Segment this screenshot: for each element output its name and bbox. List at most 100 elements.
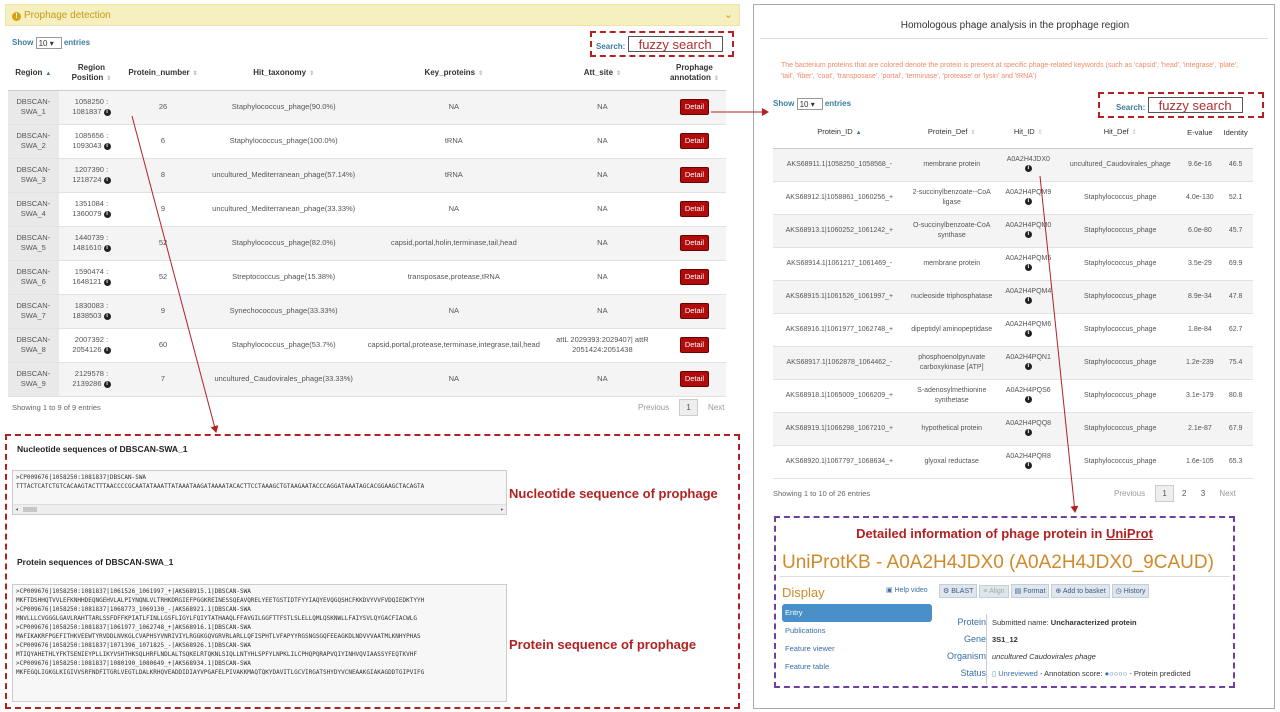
- detail-button[interactable]: Detail: [679, 303, 710, 319]
- document-icon: ▯: [992, 669, 997, 678]
- info-icon[interactable]: i: [103, 278, 111, 286]
- info-icon[interactable]: i: [1024, 462, 1032, 470]
- info-icon[interactable]: i: [103, 176, 111, 184]
- protein-def-cell: phosphoenolpyruvate carboxykinase [ATP]: [905, 346, 998, 380]
- col-key-proteins[interactable]: Key_proteins ⇕: [365, 58, 542, 91]
- organism-name: uncultured Caudovirales phage: [992, 652, 1096, 661]
- col-region-position[interactable]: Region Position ⇕: [58, 58, 125, 91]
- identity-cell: 62.7: [1218, 313, 1253, 347]
- col-protein-def[interactable]: Protein_Def ⇕: [905, 118, 998, 149]
- info-icon[interactable]: i: [103, 142, 111, 150]
- info-icon[interactable]: i: [1024, 396, 1032, 404]
- blast-button[interactable]: ⚙ BLAST: [939, 584, 978, 598]
- key-proteins-cell: tRNA: [365, 124, 542, 159]
- sidebar-item-feature-viewer[interactable]: Feature viewer: [785, 644, 835, 653]
- sidebar-item-feature-table[interactable]: Feature table: [785, 662, 830, 671]
- info-icon[interactable]: i: [1024, 165, 1032, 173]
- hit-def-cell: Staphylococcus_phage: [1058, 280, 1182, 314]
- info-icon[interactable]: i: [1024, 264, 1032, 272]
- info-icon[interactable]: i: [103, 244, 111, 252]
- table-row: DBSCAN-SWA_9 2129578 : 2139286 i 7 uncul…: [8, 362, 726, 397]
- info-icon[interactable]: i: [103, 312, 111, 320]
- info-icon[interactable]: i: [1024, 198, 1032, 206]
- table-row: AKS68914.1|1061217_1061469_- membrane pr…: [773, 247, 1253, 281]
- right-entries-select[interactable]: 10 ▾: [796, 98, 823, 110]
- col-hit-id[interactable]: Hit_ID ⇕: [997, 118, 1059, 149]
- annotation-cell: Detail: [662, 226, 726, 261]
- right-next-button[interactable]: Next: [1219, 489, 1236, 498]
- protein-number-cell: 7: [124, 362, 202, 397]
- right-showing-info: Showing 1 to 10 of 26 entries: [773, 489, 871, 498]
- search-box-annotation: Search: fuzzy search: [590, 31, 734, 57]
- protein-sequence-box[interactable]: >CP009676|1058250:1081837|1061526_106199…: [12, 584, 507, 702]
- position-cell: 1830083 : 1838503 i: [58, 294, 125, 329]
- prev-button[interactable]: Previous: [638, 403, 670, 412]
- protein-id-cell: AKS68917.1|1062878_1064462_-: [773, 346, 906, 380]
- protein-number-cell: 52: [124, 260, 202, 295]
- info-icon[interactable]: i: [1024, 363, 1032, 371]
- prophage-panel-header[interactable]: ! Prophage detection ⌄: [5, 4, 740, 26]
- right-page-1[interactable]: 1: [1155, 485, 1174, 502]
- detail-button[interactable]: Detail: [679, 133, 710, 149]
- att-site-cell: attL 2029393:2029407| attR 2051424:20514…: [541, 328, 663, 363]
- table-row: AKS68915.1|1061526_1061997_+ nucleoside …: [773, 280, 1253, 314]
- table-row: DBSCAN-SWA_1 1058250 : 1081837 i 26 Stap…: [8, 90, 726, 125]
- detail-button[interactable]: Detail: [679, 269, 710, 285]
- sidebar-item-publications[interactable]: Publications: [785, 626, 826, 635]
- att-site-cell: NA: [541, 226, 663, 261]
- detail-button[interactable]: Detail: [679, 167, 710, 183]
- col-prophage-annotation[interactable]: Prophage annotation ⇕: [662, 58, 726, 91]
- history-button[interactable]: ◷ History: [1111, 584, 1150, 598]
- taxonomy-cell: Staphylococcus_phage(82.0%): [201, 226, 366, 261]
- nucleotide-sequence-box[interactable]: >CP009676|1058250:1081837|DBSCAN-SWA TTT…: [12, 470, 507, 515]
- info-icon[interactable]: i: [103, 380, 111, 388]
- right-prev-button[interactable]: Previous: [1114, 489, 1146, 498]
- col-identity[interactable]: Identity: [1218, 118, 1253, 149]
- info-icon[interactable]: i: [103, 210, 111, 218]
- e-value-cell: 9.6e-16: [1181, 148, 1219, 182]
- info-icon[interactable]: i: [103, 108, 111, 116]
- col-hit-taxonomy[interactable]: Hit_taxonomy ⇕: [201, 58, 366, 91]
- detail-button[interactable]: Detail: [679, 99, 710, 115]
- col-att-site[interactable]: Att_site ⇕: [541, 58, 663, 91]
- right-search-annotation: Search: fuzzy search: [1098, 92, 1264, 118]
- next-button[interactable]: Next: [708, 403, 725, 412]
- att-site-cell: NA: [541, 192, 663, 227]
- search-input[interactable]: fuzzy search: [627, 36, 723, 52]
- info-icon[interactable]: i: [1024, 297, 1032, 305]
- right-search-input[interactable]: fuzzy search: [1147, 97, 1243, 113]
- format-button[interactable]: ▤ Format: [1010, 584, 1050, 598]
- protein-id-cell: AKS68916.1|1061977_1062748_+: [773, 313, 906, 347]
- protein-number-cell: 6: [124, 124, 202, 159]
- col-protein-number[interactable]: Protein_number ⇕: [124, 58, 202, 91]
- protein-id-cell: AKS68911.1|1058250_1058568_-: [773, 148, 906, 182]
- detail-button[interactable]: Detail: [679, 235, 710, 251]
- right-page-3[interactable]: 3: [1200, 489, 1206, 498]
- page-button[interactable]: 1: [679, 399, 698, 416]
- horizontal-scrollbar[interactable]: ◂ ▸: [13, 504, 506, 514]
- chevron-down-icon[interactable]: ⌄: [723, 9, 733, 21]
- sidebar-item-entry[interactable]: Entry: [782, 604, 932, 622]
- right-page-2[interactable]: 2: [1182, 489, 1187, 498]
- entries-select[interactable]: 10 ▾: [35, 37, 62, 49]
- detail-button[interactable]: Detail: [679, 201, 710, 217]
- info-icon[interactable]: i: [1024, 330, 1032, 338]
- detail-button[interactable]: Detail: [679, 371, 710, 387]
- status-value: ▯ Unreviewed - Annotation score: ●○○○○ -…: [992, 669, 1191, 678]
- col-protein-id[interactable]: Protein_ID ▲: [773, 118, 906, 149]
- uniprot-link[interactable]: UniProt: [1105, 526, 1153, 541]
- align-button[interactable]: ≡ Align: [979, 585, 1009, 598]
- add-to-basket-button[interactable]: ⊕ Add to basket: [1051, 584, 1110, 598]
- hit-def-cell: Staphylococcus_phage: [1058, 346, 1182, 380]
- protein-caption: Protein sequence of prophage: [509, 637, 697, 652]
- uniprot-toolbar: ⚙ BLAST ≡ Align ▤ Format ⊕ Add to basket ◷ H…: [939, 584, 1151, 598]
- detail-button[interactable]: Detail: [679, 337, 710, 353]
- help-video-link[interactable]: ▣ Help video: [886, 587, 928, 594]
- protein-id-cell: AKS68915.1|1061526_1061997_+: [773, 280, 906, 314]
- col-hit-def[interactable]: Hit_Def ⇕: [1058, 118, 1182, 149]
- info-icon[interactable]: i: [1024, 231, 1032, 239]
- info-icon[interactable]: i: [103, 346, 111, 354]
- col-region[interactable]: Region ▲: [8, 58, 59, 91]
- col-e-value[interactable]: E-value: [1181, 118, 1219, 149]
- info-icon[interactable]: i: [1024, 429, 1032, 437]
